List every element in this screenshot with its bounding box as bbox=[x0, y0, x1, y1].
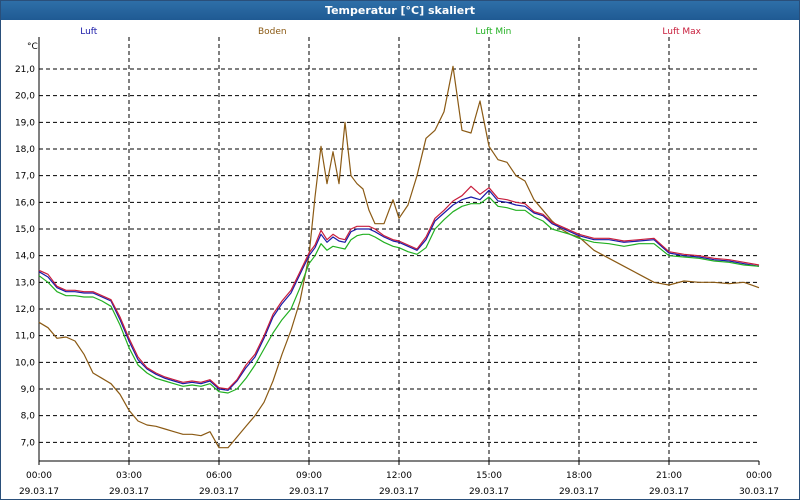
legend-entry-luft-min[interactable]: Luft Min bbox=[475, 27, 511, 37]
y-tick-label: 16,0 bbox=[15, 198, 35, 208]
x-tick-date-label: 29.03.17 bbox=[559, 487, 599, 497]
grid-lines bbox=[39, 37, 759, 461]
y-tick-label: 20,0 bbox=[15, 92, 35, 102]
x-tick-date-label: 30.03.17 bbox=[739, 487, 779, 497]
x-tick-time-label: 18:00 bbox=[566, 471, 592, 481]
y-axis-unit-label: °C bbox=[27, 42, 38, 52]
x-tick-time-label: 15:00 bbox=[476, 471, 502, 481]
y-tick-label: 19,0 bbox=[15, 118, 35, 128]
y-tick-label: 21,0 bbox=[15, 65, 35, 75]
chart-title: Temperatur [°C] skaliert bbox=[1, 1, 799, 20]
series-line-luft-max[interactable] bbox=[38, 185, 760, 390]
series-line-luft[interactable] bbox=[38, 189, 760, 391]
y-tick-label: 14,0 bbox=[15, 252, 35, 262]
y-tick-label: 10,0 bbox=[15, 358, 35, 368]
y-tick-label: 15,0 bbox=[15, 225, 35, 235]
x-tick-date-label: 29.03.17 bbox=[289, 487, 329, 497]
legend: Luft Boden Luft Min Luft Max bbox=[80, 27, 701, 37]
y-axis-ticks: 7,0 8,0 9,0 10,0 11,0 12,0 13,0 14,0 15,0 16,0 17,… bbox=[15, 65, 35, 448]
x-tick-time-label: 06:00 bbox=[206, 471, 232, 481]
y-tick-label: 8,0 bbox=[21, 412, 36, 422]
x-tick-time-label: 00:00 bbox=[746, 471, 772, 481]
x-tick-time-label: 03:00 bbox=[116, 471, 142, 481]
y-tick-label: 11,0 bbox=[15, 332, 35, 342]
series-lines[interactable] bbox=[38, 65, 760, 449]
x-tick-time-label: 09:00 bbox=[296, 471, 322, 481]
x-tick-date-label: 29.03.17 bbox=[19, 487, 59, 497]
y-tick-label: 13,0 bbox=[15, 278, 35, 288]
legend-entry-luft[interactable]: Luft bbox=[80, 27, 98, 37]
series-line-luft-min[interactable] bbox=[38, 196, 760, 394]
legend-entry-luft-max[interactable]: Luft Max bbox=[662, 27, 701, 37]
y-tick-label: 12,0 bbox=[15, 305, 35, 315]
x-tick-date-label: 29.03.17 bbox=[379, 487, 419, 497]
x-tick-time-label: 21:00 bbox=[656, 471, 682, 481]
legend-entry-boden[interactable]: Boden bbox=[258, 27, 287, 37]
x-tick-time-label: 00:00 bbox=[26, 471, 52, 481]
y-tick-label: 18,0 bbox=[15, 145, 35, 155]
y-tick-label: 17,0 bbox=[15, 172, 35, 182]
y-tick-label: 9,0 bbox=[21, 385, 36, 395]
y-tick-label: 7,0 bbox=[21, 438, 36, 448]
x-tick-time-label: 12:00 bbox=[386, 471, 412, 481]
x-tick-date-label: 29.03.17 bbox=[109, 487, 149, 497]
x-tick-date-label: 29.03.17 bbox=[649, 487, 689, 497]
x-tick-date-label: 29.03.17 bbox=[469, 487, 509, 497]
x-axis-ticks: 00:00 29.03.17 03:00 29.03.17 06:00 29.03.17 0… bbox=[19, 461, 779, 497]
x-tick-date-label: 29.03.17 bbox=[199, 487, 239, 497]
